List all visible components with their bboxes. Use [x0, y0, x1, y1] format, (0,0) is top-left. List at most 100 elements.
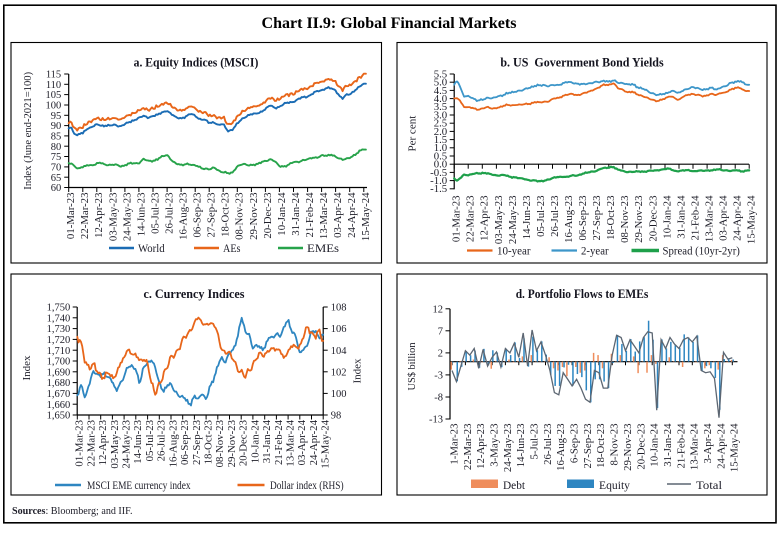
svg-text:d. Portfolio Flows to EMEs: d. Portfolio Flows to EMEs: [516, 287, 649, 301]
svg-text:1,660: 1,660: [47, 400, 71, 411]
svg-text:108: 108: [331, 303, 347, 314]
svg-text:24-May-23: 24-May-23: [121, 420, 133, 469]
svg-text:8-Nov-23: 8-Nov-23: [609, 424, 621, 466]
svg-text:03-May-23: 03-May-23: [109, 420, 121, 469]
svg-text:21-Feb-24: 21-Feb-24: [689, 195, 701, 241]
svg-text:29-Nov-23: 29-Nov-23: [633, 196, 645, 243]
svg-text:06-Sep-23: 06-Sep-23: [577, 196, 589, 241]
svg-text:14-Jun-23: 14-Jun-23: [135, 193, 147, 237]
svg-text:15-May-24: 15-May-24: [360, 192, 372, 241]
svg-text:Index (June end-2021=100): Index (June end-2021=100): [22, 72, 34, 190]
svg-text:27-Sep-23: 27-Sep-23: [191, 420, 203, 465]
svg-text:Total: Total: [696, 480, 722, 492]
svg-text:1,680: 1,680: [47, 378, 71, 389]
svg-text:26-Jul-23: 26-Jul-23: [542, 424, 554, 465]
svg-text:EMEs: EMEs: [307, 243, 340, 255]
svg-text:1,670: 1,670: [47, 389, 71, 400]
svg-text:15-May-24: 15-May-24: [729, 423, 741, 472]
svg-text:24-Apr-24: 24-Apr-24: [346, 192, 358, 238]
svg-text:Sources: Bloomberg; and IIF.: Sources: Bloomberg; and IIF.: [12, 505, 133, 517]
svg-text:20-Dec-23: 20-Dec-23: [262, 193, 274, 239]
svg-text:1,690: 1,690: [47, 367, 71, 378]
svg-text:24-May-23: 24-May-23: [121, 193, 133, 242]
svg-text:a. Equity Indices (MSCI): a. Equity Indices (MSCI): [134, 56, 259, 70]
svg-text:12-Apr-23: 12-Apr-23: [97, 420, 109, 465]
svg-text:14-Jun-23: 14-Jun-23: [132, 420, 144, 464]
svg-text:1,710: 1,710: [47, 346, 71, 357]
svg-text:08-Nov-23: 08-Nov-23: [234, 193, 246, 240]
svg-text:Spread (10yr-2yr): Spread (10yr-2yr): [663, 246, 741, 258]
svg-text:18-Oct-23: 18-Oct-23: [595, 424, 607, 468]
svg-text:b. US Government Bond Yields: b. US Government Bond Yields: [500, 56, 664, 70]
svg-text:c. Currency Indices: c. Currency Indices: [144, 287, 245, 301]
svg-text:31-Jan-24: 31-Jan-24: [290, 192, 302, 236]
svg-text:03-Apr-24: 03-Apr-24: [332, 192, 344, 238]
svg-text:13-Mar-24: 13-Mar-24: [318, 192, 330, 239]
svg-text:MSCI EME currency index: MSCI EME currency index: [87, 480, 191, 492]
svg-text:29-Nov-23: 29-Nov-23: [226, 420, 238, 467]
svg-text:24-May-23: 24-May-23: [507, 196, 519, 245]
svg-text:27-Sep-23: 27-Sep-23: [582, 424, 594, 469]
svg-text:-3: -3: [434, 371, 443, 382]
svg-text:31-Jan-24: 31-Jan-24: [675, 195, 687, 239]
svg-text:16-Aug-23: 16-Aug-23: [178, 193, 190, 240]
svg-text:-1.5: -1.5: [430, 183, 447, 195]
svg-text:2: 2: [438, 349, 443, 360]
svg-text:21-Feb-24: 21-Feb-24: [675, 423, 687, 469]
svg-text:05-Jul-23: 05-Jul-23: [149, 193, 161, 234]
svg-text:05-Jul-23: 05-Jul-23: [144, 420, 156, 461]
svg-text:22-Mar-23: 22-Mar-23: [465, 195, 477, 242]
svg-text:105: 105: [45, 90, 61, 101]
svg-text:18-Oct-23: 18-Oct-23: [605, 196, 617, 240]
svg-text:100: 100: [331, 389, 347, 400]
svg-text:21-Feb-24: 21-Feb-24: [304, 192, 316, 238]
svg-text:3-Apr-24: 3-Apr-24: [702, 423, 714, 464]
svg-text:22-Mar-23: 22-Mar-23: [85, 420, 97, 467]
svg-text:106: 106: [331, 324, 347, 335]
svg-text:-13: -13: [429, 415, 443, 426]
svg-text:7: 7: [438, 326, 443, 337]
svg-text:03-Apr-24: 03-Apr-24: [296, 419, 308, 465]
svg-text:16-Aug-23: 16-Aug-23: [563, 196, 575, 243]
svg-text:03-May-23: 03-May-23: [493, 196, 505, 245]
svg-text:13-Mar-24: 13-Mar-24: [689, 423, 701, 470]
svg-text:16-Aug-23: 16-Aug-23: [167, 420, 179, 467]
svg-text:10-year: 10-year: [497, 246, 531, 258]
svg-text:1,720: 1,720: [47, 335, 71, 346]
svg-text:6-Sep-23: 6-Sep-23: [569, 424, 581, 464]
svg-text:31-Jan-24: 31-Jan-24: [662, 423, 674, 467]
svg-text:Index: Index: [21, 355, 33, 381]
svg-text:08-Nov-23: 08-Nov-23: [214, 420, 226, 467]
svg-text:5-Jul-23: 5-Jul-23: [529, 424, 541, 460]
svg-text:60: 60: [51, 183, 62, 194]
svg-text:24-Apr-24: 24-Apr-24: [308, 419, 320, 465]
svg-text:10-Jan-24: 10-Jan-24: [249, 419, 261, 463]
svg-text:22-Mar-23: 22-Mar-23: [79, 193, 91, 240]
svg-text:22-Mar-23: 22-Mar-23: [462, 424, 474, 471]
svg-text:05-Jul-23: 05-Jul-23: [535, 196, 547, 237]
svg-text:14-Jun-23: 14-Jun-23: [521, 196, 533, 240]
svg-text:29-Nov-23: 29-Nov-23: [622, 424, 634, 471]
svg-text:1,730: 1,730: [47, 324, 71, 335]
svg-text:03-Apr-24: 03-Apr-24: [718, 195, 730, 241]
svg-text:3-May-23: 3-May-23: [488, 424, 500, 467]
svg-text:08-Nov-23: 08-Nov-23: [619, 196, 631, 243]
svg-text:15-May-24: 15-May-24: [746, 195, 758, 244]
svg-text:10-Jan-24: 10-Jan-24: [276, 192, 288, 236]
svg-text:98: 98: [331, 411, 342, 422]
svg-text:27-Sep-23: 27-Sep-23: [591, 196, 603, 241]
svg-text:20-Dec-23: 20-Dec-23: [635, 424, 647, 470]
svg-text:AEs: AEs: [223, 243, 241, 255]
svg-text:20-Dec-23: 20-Dec-23: [647, 196, 659, 242]
svg-text:Debt: Debt: [503, 480, 526, 492]
svg-text:01-Mar-23: 01-Mar-23: [451, 196, 463, 243]
svg-text:Chart II.9: Global Financial M: Chart II.9: Global Financial Markets: [262, 14, 517, 32]
svg-text:1,750: 1,750: [47, 303, 71, 314]
svg-text:18-Oct-23: 18-Oct-23: [220, 193, 232, 237]
svg-text:24-Apr-24: 24-Apr-24: [732, 195, 744, 241]
svg-text:1,740: 1,740: [47, 313, 71, 324]
svg-text:01-Mar-23: 01-Mar-23: [65, 193, 77, 240]
svg-text:Equity: Equity: [599, 480, 630, 492]
svg-text:03-May-23: 03-May-23: [107, 193, 119, 242]
svg-text:Index: Index: [352, 358, 364, 384]
